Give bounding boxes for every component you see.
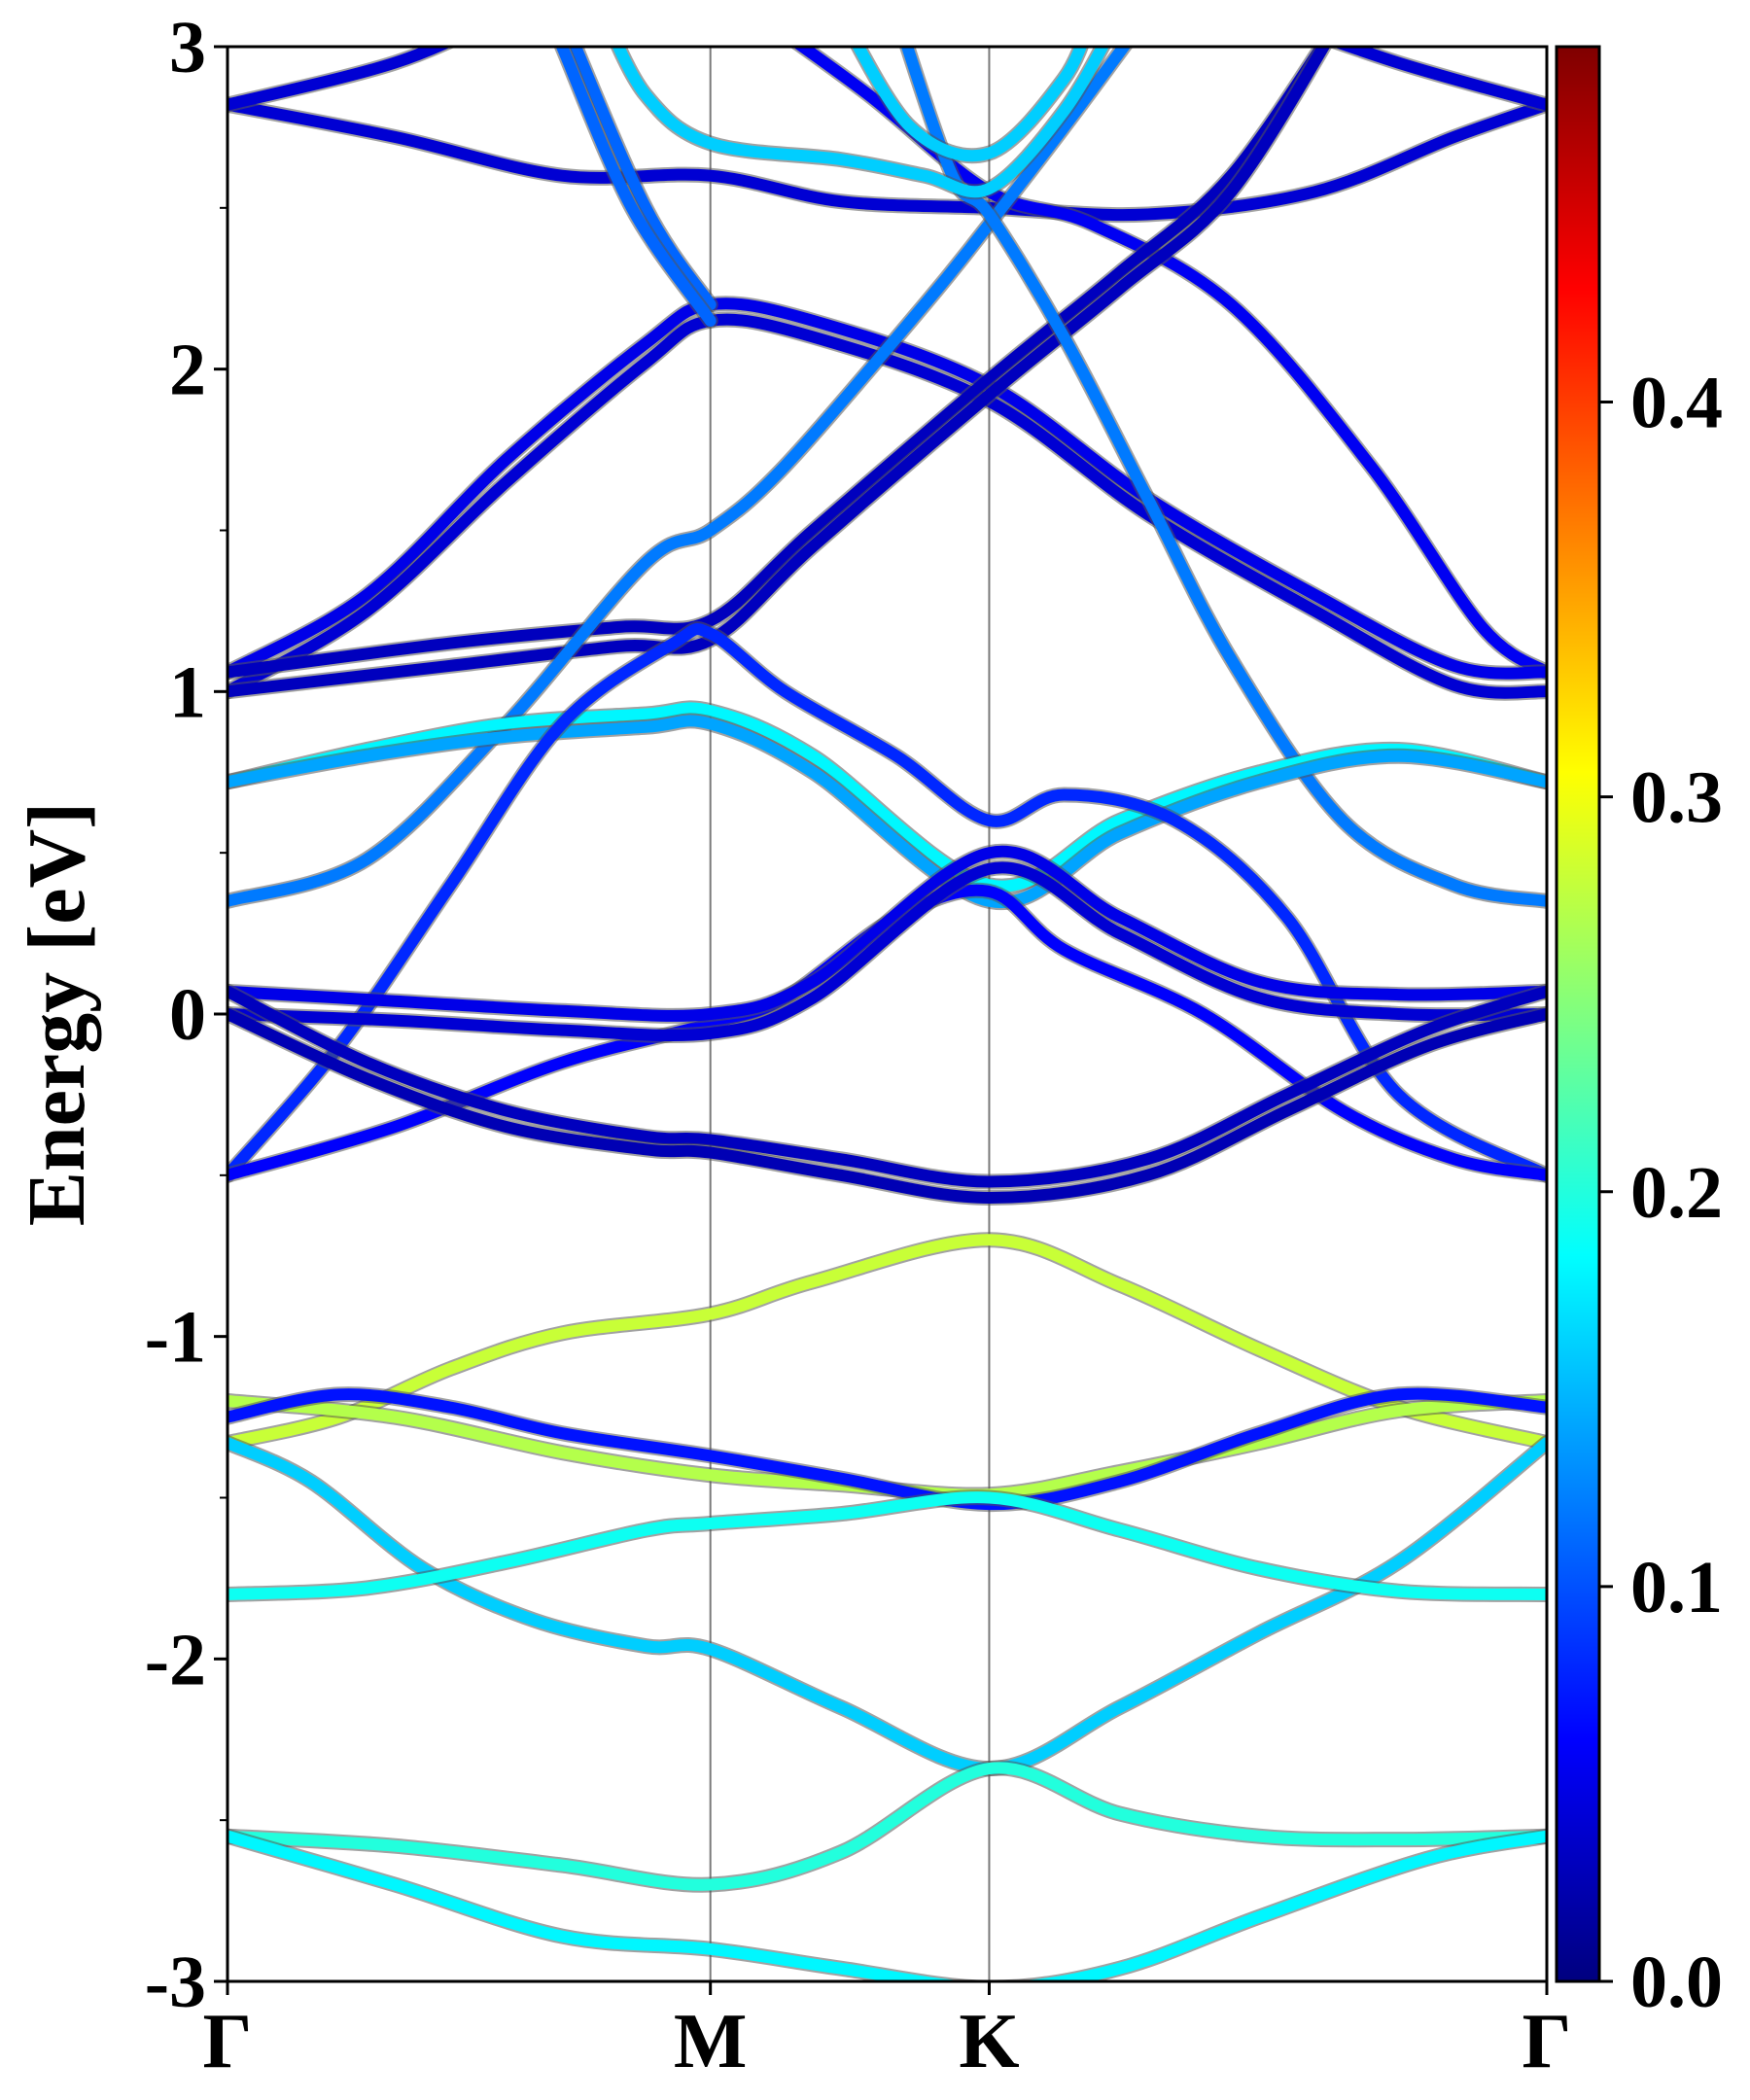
colorbar-tick-label: 0.1 <box>1630 1547 1723 1628</box>
colorbar-tick-label: 0.4 <box>1630 363 1723 444</box>
band-line <box>228 47 1331 698</box>
x-tick-label: Γ <box>1522 1999 1572 2084</box>
band-line <box>228 985 1547 1188</box>
y-tick-label: -3 <box>145 1942 206 2023</box>
band-line <box>228 47 1329 679</box>
y-axis: 3 2 1 0 -1 -2 -3 <box>145 7 228 2023</box>
x-tick-label: K <box>959 1999 1019 2084</box>
colorbar-tick-label: 0.2 <box>1630 1152 1723 1234</box>
band-line <box>228 1762 1547 1891</box>
colorbar-tick-label: 0.3 <box>1630 757 1723 839</box>
band-line <box>228 1008 1547 1205</box>
x-tick-label: M <box>674 1999 748 2084</box>
colorbar-tick-label: 0.0 <box>1630 1942 1723 2023</box>
band-line <box>569 47 717 311</box>
colorbar-gradient <box>1555 45 1601 1983</box>
band-line <box>228 861 1547 1042</box>
band-line <box>228 845 1547 1022</box>
y-tick-label: 3 <box>169 7 206 88</box>
x-tick-label: Γ <box>203 1999 253 2084</box>
band-line <box>228 1234 1547 1450</box>
band-line <box>228 47 1132 907</box>
band-line <box>228 1387 1547 1511</box>
colorbar: 0.0 0.1 0.2 0.3 0.4 <box>1555 45 1723 2023</box>
band-line <box>228 1830 1547 1981</box>
band-line <box>228 1491 1547 1600</box>
y-axis-label: Energy [eV] <box>12 802 102 1226</box>
band-curves <box>228 47 1547 1981</box>
band-line <box>228 623 1547 1181</box>
band-line <box>228 313 1547 699</box>
band-line <box>556 47 717 327</box>
band-line <box>228 47 452 111</box>
band-line <box>1332 47 1547 111</box>
y-tick-label: 0 <box>169 974 206 1056</box>
band-line <box>852 47 1088 162</box>
band-line <box>228 702 1547 892</box>
y-tick-label: 2 <box>169 330 206 411</box>
band-line <box>612 47 1109 198</box>
y-tick-label: -1 <box>145 1297 206 1379</box>
band-line <box>228 298 1547 680</box>
band-line <box>228 98 1547 222</box>
y-tick-label: 1 <box>169 651 206 733</box>
band-line <box>228 715 1547 909</box>
band-line <box>228 1437 1547 1775</box>
y-tick-label: -2 <box>145 1619 206 1700</box>
